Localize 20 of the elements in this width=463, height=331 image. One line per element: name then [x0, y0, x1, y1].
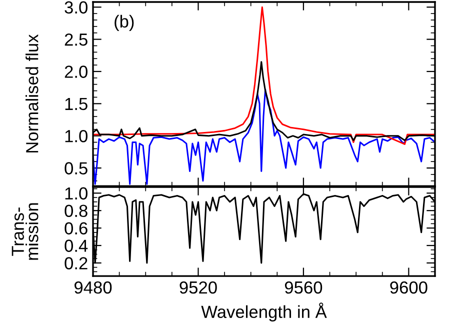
x-tick-label: 9480	[74, 281, 112, 294]
x-tick-label: 9520	[180, 281, 217, 294]
y-tick-label: 1.0	[65, 130, 88, 142]
x-tick-label: 9560	[284, 281, 322, 294]
y-tick-label: 1.5	[65, 98, 88, 110]
y-tick-label: 2.0	[64, 66, 88, 78]
y-tick-label: 0.8	[64, 204, 88, 218]
y-tick-label: 2.5	[64, 33, 88, 46]
y-tick-label: 3.0	[64, 1, 88, 14]
y-axis-title: Trans- mission	[12, 203, 38, 260]
y-tick-label: 0.5	[64, 162, 88, 174]
y-tick-label: 0.6	[64, 222, 88, 235]
x-tick-label: 9600	[390, 281, 428, 294]
annotation: (b)	[114, 14, 134, 32]
line-series	[93, 6, 435, 145]
y-tick-label: 1.0	[65, 187, 88, 200]
x-axis-title: Wavelength in Å	[201, 302, 327, 322]
y-tick-label: 0.2	[64, 257, 88, 270]
y-tick-label: 0.4	[64, 240, 88, 252]
y-axis-title: Normalised flux	[26, 34, 38, 152]
